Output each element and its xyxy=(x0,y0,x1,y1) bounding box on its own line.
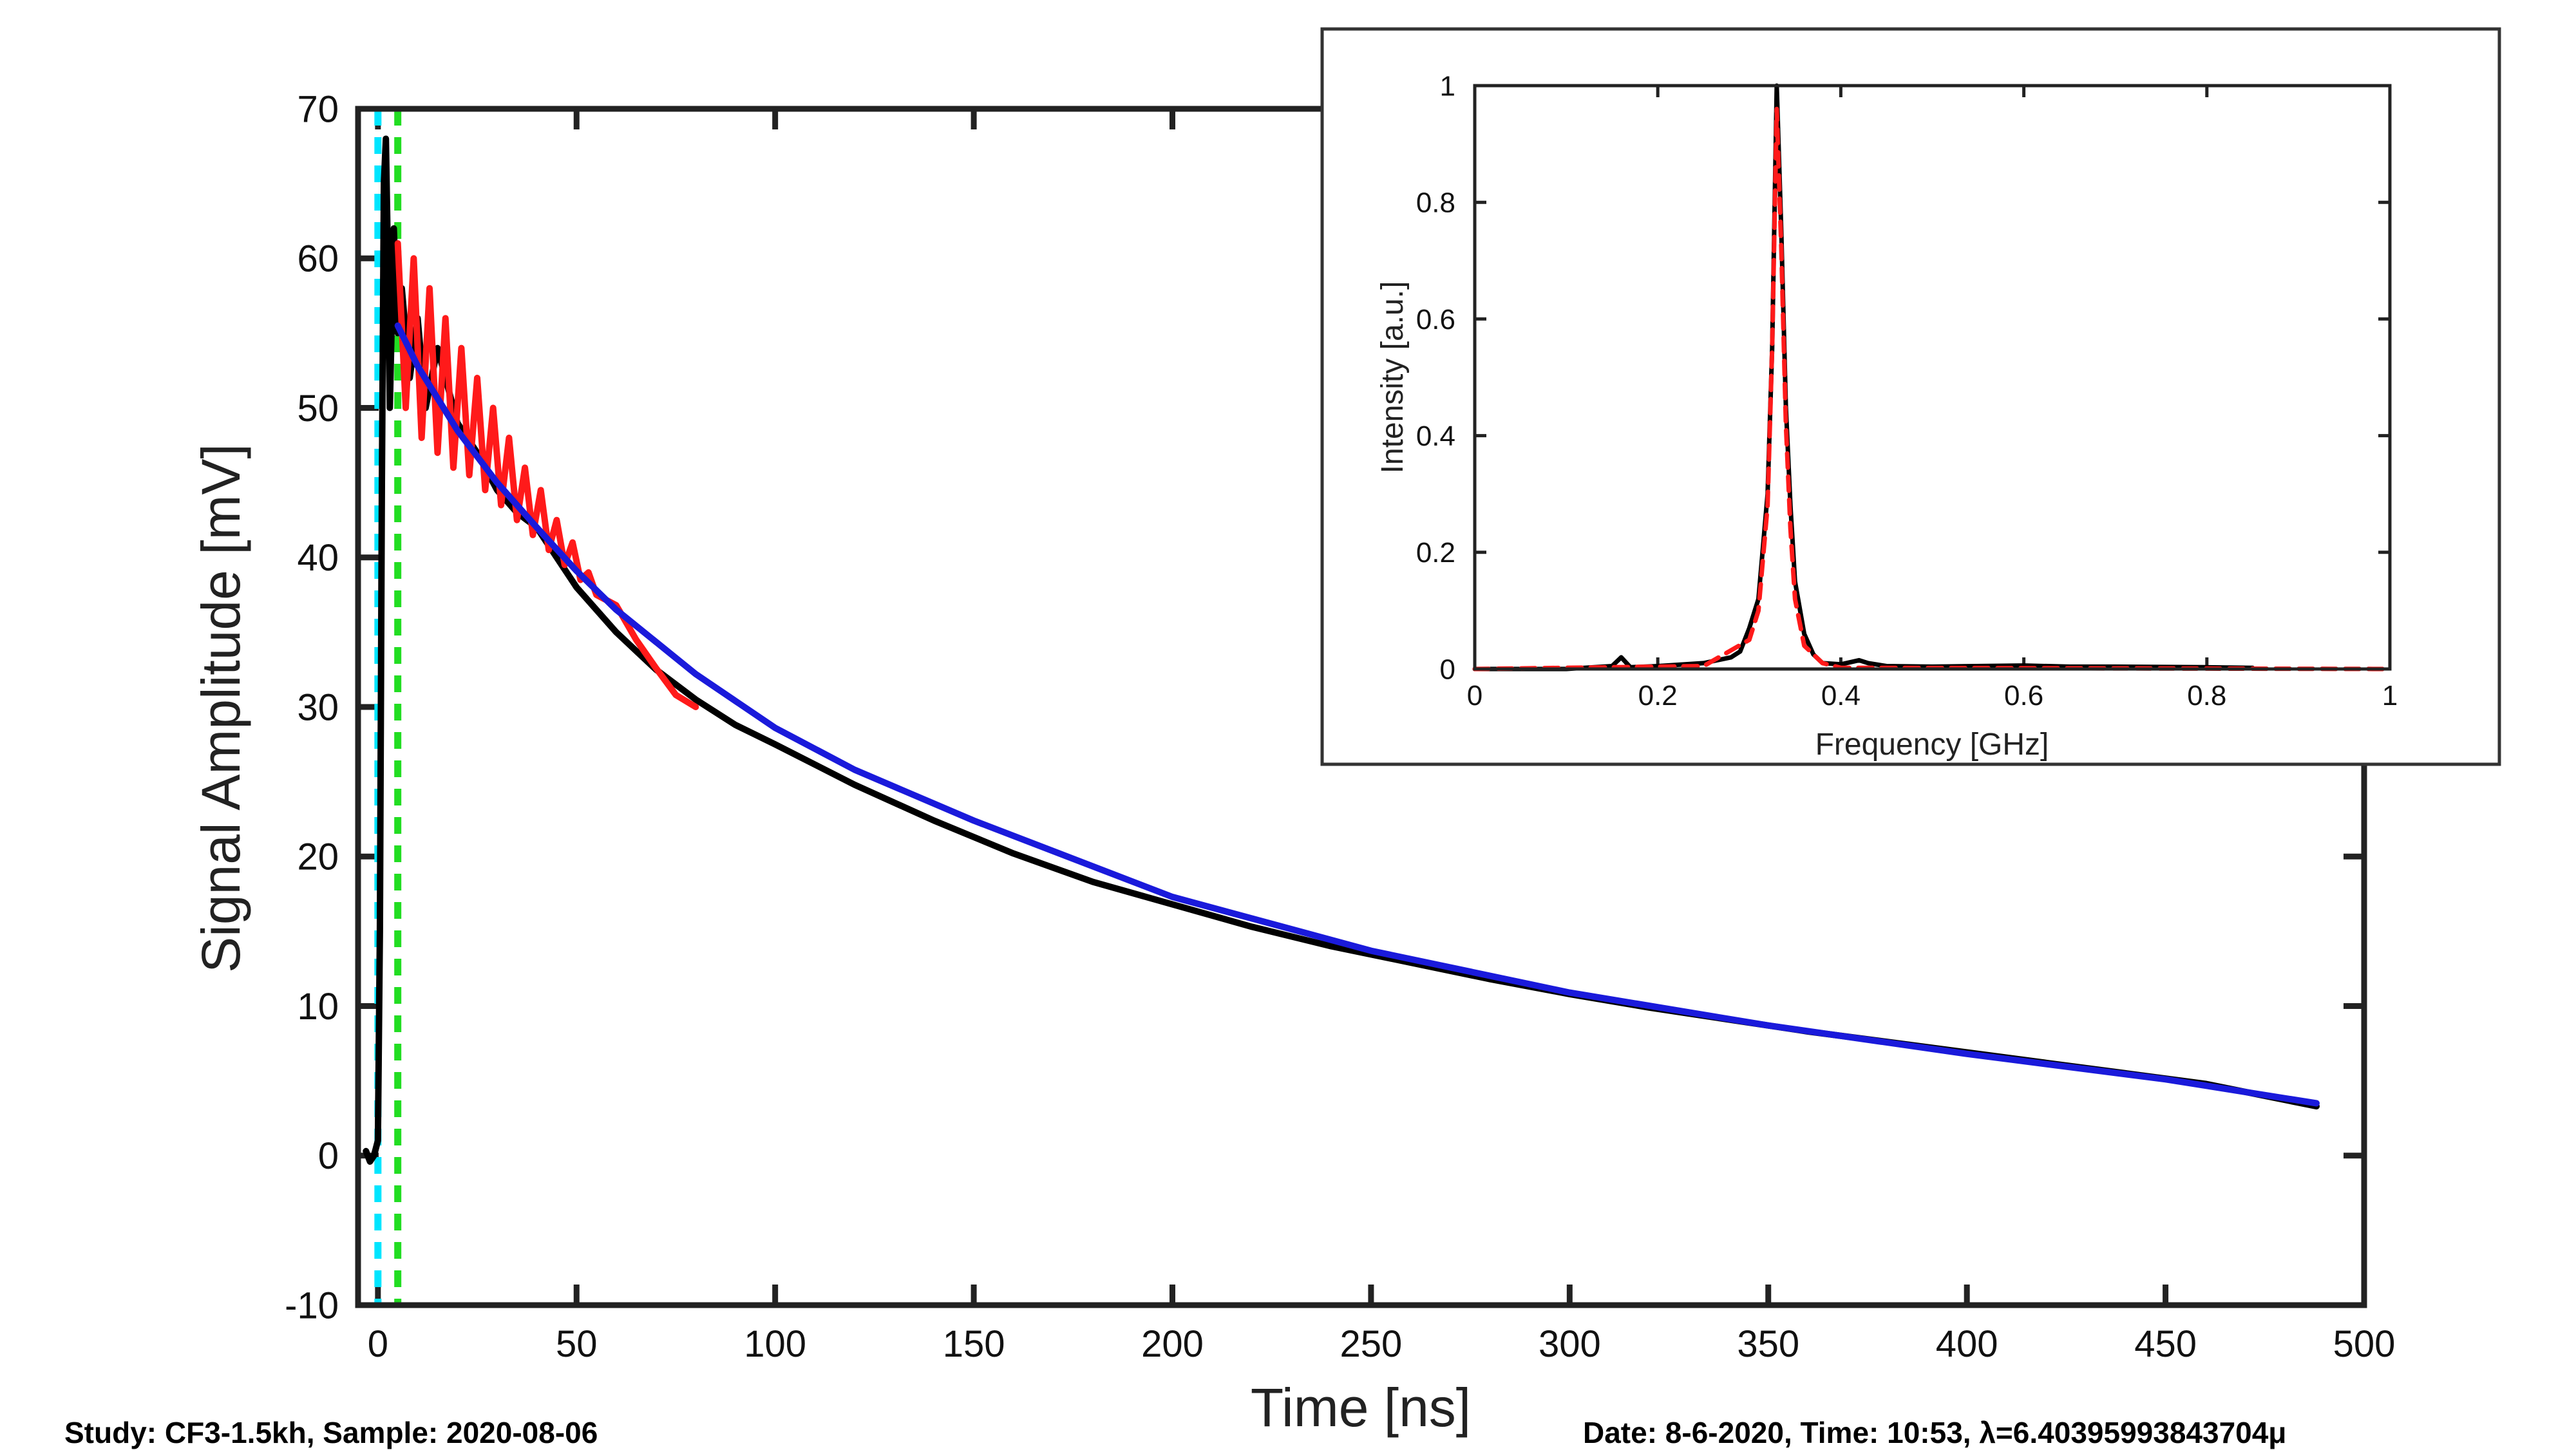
inset-panel: 0 0.2 0.4 0.6 0.8 1 0 0.2 0.4 0.6 0.8 1 Frequency [… xyxy=(1320,27,2501,766)
inset-x-tick-label: 0.6 xyxy=(2004,680,2043,711)
inset-axes-frame xyxy=(1473,84,2392,671)
inset-x-tick-label: 0.4 xyxy=(1821,680,1861,711)
main-y-tick-label: 70 xyxy=(297,88,339,130)
main-x-tick-label: 0 xyxy=(368,1323,388,1365)
main-x-tick-label: 350 xyxy=(1737,1323,1799,1365)
main-y-tick-label: -10 xyxy=(285,1285,339,1326)
main-x-tick-label: 200 xyxy=(1141,1323,1204,1365)
inset-y-tick-label: 0.2 xyxy=(1416,537,1455,569)
main-x-axis-title: Time [ns] xyxy=(1251,1377,1471,1438)
main-tick-labels: 0 50 100 150 200 250 300 350 400 450 500-100102030… xyxy=(285,88,2395,1365)
main-y-tick-label: 30 xyxy=(297,686,339,728)
main-x-tick-label: 100 xyxy=(744,1323,806,1365)
main-series-group xyxy=(363,135,2320,1165)
main-x-tick-label: 450 xyxy=(2134,1323,2197,1365)
inset-tick-labels: 0 0.2 0.4 0.6 0.8 1 0 0.2 0.4 0.6 0.8 1 xyxy=(1416,70,2398,711)
main-x-tick-label: 300 xyxy=(1539,1323,1601,1365)
main-y-tick-label: 50 xyxy=(297,388,339,429)
main-x-tick-label: 150 xyxy=(943,1323,1005,1365)
main-series-line xyxy=(394,322,2320,1107)
main-y-tick-label: 20 xyxy=(297,836,339,878)
inset-series-group xyxy=(1472,83,2392,672)
inset-y-tick-label: 0.8 xyxy=(1416,187,1455,219)
inset-x-axis-title: Frequency [GHz] xyxy=(1815,728,2049,762)
study-sample-caption: Study: CF3-1.5kh, Sample: 2020-08-06 xyxy=(64,1416,598,1449)
inset-x-tick-label: 1 xyxy=(2382,680,2398,711)
main-y-tick-label: 60 xyxy=(297,238,339,280)
inset-y-tick-label: 0 xyxy=(1440,654,1455,685)
main-y-tick-label: 10 xyxy=(297,986,339,1028)
inset-x-tick-label: 0.2 xyxy=(1638,680,1678,711)
main-x-tick-label: 500 xyxy=(2333,1323,2396,1365)
inset-y-tick-label: 0.6 xyxy=(1416,304,1455,335)
main-x-tick-label: 400 xyxy=(1936,1323,1998,1365)
main-x-tick-label: 50 xyxy=(556,1323,598,1365)
main-y-tick-label: 0 xyxy=(318,1135,339,1177)
date-time-wavelength-caption: Date: 8-6-2020, Time: 10:53, λ=6.4039599… xyxy=(1583,1416,2287,1449)
inset-y-axis-title: Intensity [a.u.] xyxy=(1376,281,1410,474)
inset-y-tick-label: 1 xyxy=(1440,70,1455,102)
inset-y-tick-label: 0.4 xyxy=(1416,420,1455,452)
inset-x-tick-label: 0 xyxy=(1467,680,1482,711)
inset-series-line xyxy=(1472,106,2392,672)
main-x-tick-label: 250 xyxy=(1340,1323,1403,1365)
inset-background xyxy=(1320,27,2501,766)
inset-x-tick-label: 0.8 xyxy=(2187,680,2226,711)
main-y-axis-title: Signal Amplitude [mV] xyxy=(191,444,251,973)
main-y-tick-label: 40 xyxy=(297,537,339,579)
